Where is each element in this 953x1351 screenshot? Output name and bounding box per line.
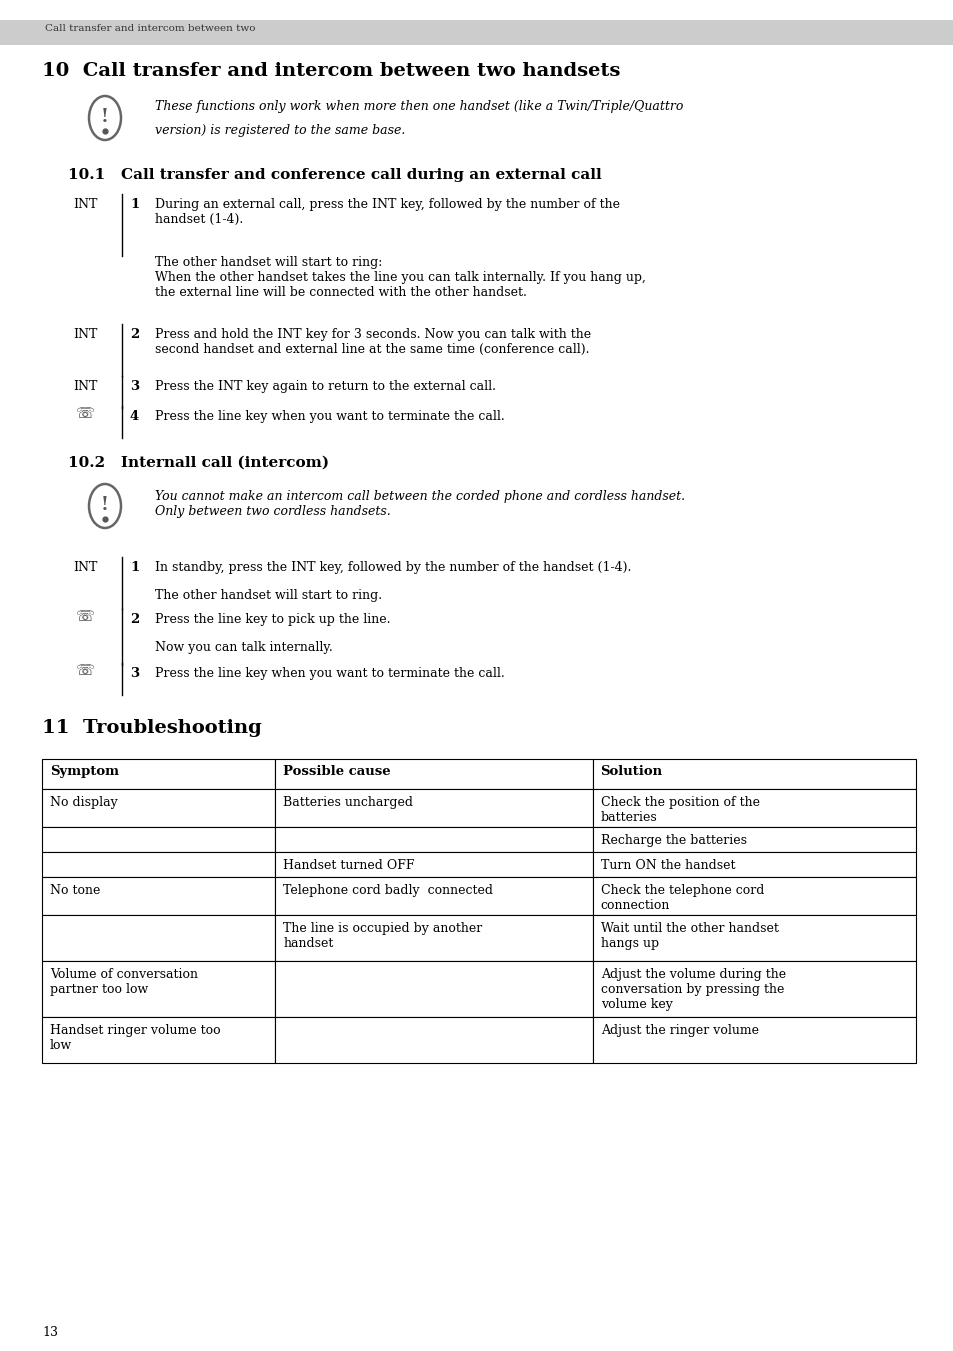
Text: The other handset will start to ring:
When the other handset takes the line you : The other handset will start to ring: Wh… [154, 255, 645, 299]
FancyBboxPatch shape [592, 877, 915, 915]
Text: These functions only work when more then one handset (like a Twin/Triple/Quattro: These functions only work when more then… [154, 100, 682, 113]
Text: 13: 13 [42, 1325, 58, 1339]
Text: INT: INT [72, 561, 97, 574]
Text: No tone: No tone [50, 884, 100, 897]
FancyBboxPatch shape [42, 759, 275, 789]
Text: 1: 1 [130, 561, 139, 574]
Text: No display: No display [50, 796, 117, 809]
FancyBboxPatch shape [275, 915, 592, 961]
Text: ☏: ☏ [75, 663, 94, 678]
Text: Volume of conversation
partner too low: Volume of conversation partner too low [50, 969, 198, 996]
Text: Check the telephone cord
connection: Check the telephone cord connection [600, 884, 763, 912]
FancyBboxPatch shape [42, 961, 275, 1017]
FancyBboxPatch shape [42, 789, 275, 827]
FancyBboxPatch shape [592, 1017, 915, 1063]
Text: Press and hold the INT key for 3 seconds. Now you can talk with the
second hands: Press and hold the INT key for 3 seconds… [154, 328, 591, 357]
FancyBboxPatch shape [42, 1017, 275, 1063]
Text: 4: 4 [130, 409, 139, 423]
FancyBboxPatch shape [42, 915, 275, 961]
FancyBboxPatch shape [42, 877, 275, 915]
Text: !: ! [101, 496, 109, 513]
Text: 10  Call transfer and intercom between two handsets: 10 Call transfer and intercom between tw… [42, 62, 619, 80]
Text: Handset ringer volume too
low: Handset ringer volume too low [50, 1024, 220, 1052]
FancyBboxPatch shape [275, 827, 592, 852]
Text: The line is occupied by another
handset: The line is occupied by another handset [283, 921, 482, 950]
Text: Adjust the ringer volume: Adjust the ringer volume [600, 1024, 758, 1038]
Text: ☏: ☏ [75, 609, 94, 624]
Text: You cannot make an intercom call between the corded phone and cordless handset.
: You cannot make an intercom call between… [154, 490, 684, 517]
Text: Symptom: Symptom [50, 765, 119, 778]
FancyBboxPatch shape [592, 852, 915, 877]
FancyBboxPatch shape [42, 827, 275, 852]
Text: 1: 1 [130, 199, 139, 211]
Text: Press the INT key again to return to the external call.: Press the INT key again to return to the… [154, 380, 496, 393]
Text: Now you can talk internally.: Now you can talk internally. [154, 640, 333, 654]
FancyBboxPatch shape [275, 961, 592, 1017]
Text: In standby, press the INT key, followed by the number of the handset (1-4).: In standby, press the INT key, followed … [154, 561, 631, 574]
Text: Press the line key when you want to terminate the call.: Press the line key when you want to term… [154, 667, 504, 680]
FancyBboxPatch shape [275, 852, 592, 877]
FancyBboxPatch shape [275, 759, 592, 789]
Text: Batteries uncharged: Batteries uncharged [283, 796, 413, 809]
Text: version) is registered to the same base.: version) is registered to the same base. [154, 124, 405, 136]
Text: 11  Troubleshooting: 11 Troubleshooting [42, 719, 261, 738]
Text: Recharge the batteries: Recharge the batteries [600, 834, 746, 847]
Text: Wait until the other handset
hangs up: Wait until the other handset hangs up [600, 921, 778, 950]
Text: Adjust the volume during the
conversation by pressing the
volume key: Adjust the volume during the conversatio… [600, 969, 785, 1011]
FancyBboxPatch shape [592, 827, 915, 852]
Text: 3: 3 [130, 667, 139, 680]
Text: Call transfer and intercom between two: Call transfer and intercom between two [45, 24, 255, 32]
Text: Turn ON the handset: Turn ON the handset [600, 859, 735, 871]
Text: Telephone cord badly  connected: Telephone cord badly connected [283, 884, 493, 897]
Text: Handset turned OFF: Handset turned OFF [283, 859, 415, 871]
Text: INT: INT [72, 380, 97, 393]
Text: Possible cause: Possible cause [283, 765, 391, 778]
FancyBboxPatch shape [275, 789, 592, 827]
Text: Solution: Solution [600, 765, 662, 778]
Text: Press the line key when you want to terminate the call.: Press the line key when you want to term… [154, 409, 504, 423]
Text: Press the line key to pick up the line.: Press the line key to pick up the line. [154, 613, 390, 626]
FancyBboxPatch shape [592, 789, 915, 827]
FancyBboxPatch shape [592, 759, 915, 789]
Text: 10.1   Call transfer and conference call during an external call: 10.1 Call transfer and conference call d… [68, 168, 601, 182]
FancyBboxPatch shape [592, 915, 915, 961]
Text: !: ! [101, 108, 109, 126]
Text: The other handset will start to ring.: The other handset will start to ring. [154, 589, 382, 603]
Text: During an external call, press the INT key, followed by the number of the
handse: During an external call, press the INT k… [154, 199, 619, 226]
Text: INT: INT [72, 199, 97, 211]
Text: ☏: ☏ [75, 407, 94, 422]
FancyBboxPatch shape [0, 20, 953, 45]
Text: 10.2   Internall call (intercom): 10.2 Internall call (intercom) [68, 457, 329, 470]
Text: Check the position of the
batteries: Check the position of the batteries [600, 796, 759, 824]
FancyBboxPatch shape [275, 877, 592, 915]
FancyBboxPatch shape [42, 852, 275, 877]
Text: 2: 2 [130, 328, 139, 340]
Text: 2: 2 [130, 613, 139, 626]
Text: INT: INT [72, 328, 97, 340]
Text: 3: 3 [130, 380, 139, 393]
FancyBboxPatch shape [275, 1017, 592, 1063]
FancyBboxPatch shape [592, 961, 915, 1017]
